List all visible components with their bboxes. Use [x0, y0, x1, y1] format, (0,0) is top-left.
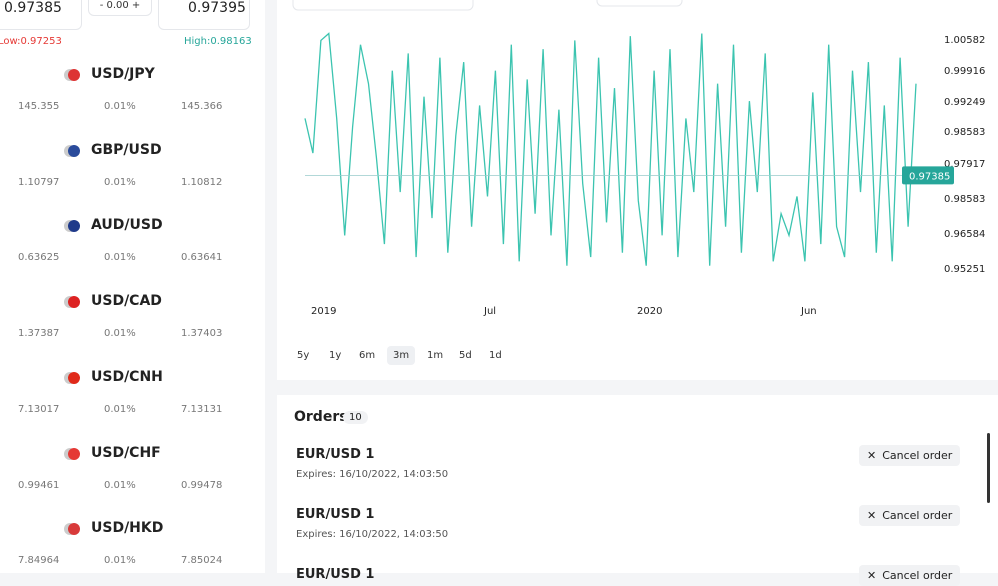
pair-spread: 0.01% [104, 403, 136, 415]
scrollbar [987, 433, 990, 503]
order-expiry: Expires: 16/10/2022, 14:03:50 [296, 529, 449, 540]
range-button[interactable]: 3m [387, 346, 416, 365]
pair-ask: 1.37403 [181, 328, 223, 340]
pair-row[interactable]: USD/JPY 145.355 0.01% 145.366 [0, 66, 265, 126]
pair-spread: 0.01% [104, 252, 136, 264]
cancel-order-button[interactable]: ✕ Cancel order [859, 505, 961, 526]
pair-name: USD/CNH [91, 368, 163, 385]
order-expiry: Expires: 16/10/2022, 14:03:50 [296, 469, 449, 480]
x-tick-label: 2020 [637, 306, 662, 317]
pair-ask: 0.63641 [181, 252, 223, 264]
pair-bid: 7.84964 [18, 555, 60, 567]
chart-panel: 1.00582 0.99916 0.99249 0.98583 0.97917 0.985… [277, 0, 998, 380]
range-button[interactable]: 1d [489, 350, 502, 361]
watchlist: 0.97385 - 0.00 + 0.97395 Low:0.97253 High:0.… [0, 0, 265, 573]
pair-bid: 0.63625 [18, 252, 60, 264]
pair-ask: 7.85024 [181, 555, 223, 567]
range-button[interactable]: 1y [329, 350, 342, 361]
pair-name: AUD/USD [91, 217, 163, 234]
current-price-tag [902, 166, 954, 185]
pair-bid: 7.13017 [18, 403, 60, 415]
pair-row[interactable]: USD/CNH 7.13017 0.01% 7.13131 [0, 369, 265, 429]
pair-name: USD/CHF [91, 444, 161, 461]
y-tick-label: 1.00582 [944, 35, 985, 46]
pair-bid: 1.37387 [18, 328, 60, 340]
pair-spread: 0.01% [104, 479, 136, 491]
pair-bid: 145.355 [18, 101, 60, 112]
ask-box [158, 0, 250, 30]
pair-name: USD/CAD [91, 293, 162, 310]
x-tick-label: 2019 [311, 306, 336, 317]
pair-ask: 145.366 [181, 101, 223, 112]
current-price-label: 0.97385 [909, 171, 950, 182]
pair-row[interactable]: USD/HKD 7.84964 0.01% 7.85024 [0, 520, 265, 580]
price-chart: 1.00582 0.99916 0.99249 0.98583 0.97917 0.985… [292, 0, 985, 317]
pair-spread: 0.01% [104, 176, 136, 188]
toolbar-box[interactable] [292, 0, 474, 11]
pair-ask: 0.99478 [181, 479, 223, 491]
cancel-label: Cancel order [882, 449, 953, 462]
range-button[interactable]: 6m [359, 350, 376, 361]
high-price: High:0.98163 [184, 36, 252, 47]
pair-bid: 1.10797 [18, 176, 60, 188]
pair-flag [68, 296, 80, 309]
pair-row[interactable]: AUD/USD 0.63625 0.01% 0.63641 [0, 217, 265, 277]
orders-panel: Orders 10 EUR/USD 1 Expires: 16/10/2022, 14… [277, 395, 998, 586]
pair-name: USD/JPY [91, 66, 155, 82]
y-tick-label: 0.97917 [944, 159, 985, 170]
pair-spread: 0.01% [104, 555, 136, 567]
cancel-order-button[interactable]: ✕ Cancel order [859, 445, 961, 466]
pair-row[interactable]: GBP/USD 1.10797 0.01% 1.10812 [0, 142, 265, 202]
toolbar-box[interactable] [596, 0, 683, 7]
orders-count: 10 [343, 411, 368, 424]
y-tick-label: 0.98583 [944, 127, 985, 138]
pair-bid: 0.99461 [18, 479, 60, 491]
cancel-label: Cancel order [882, 569, 953, 582]
y-tick-label: 0.96584 [944, 229, 985, 240]
y-tick-label: 0.98583 [944, 194, 985, 205]
pair-spread: 0.01% [104, 101, 136, 112]
order-name: EUR/USD 1 [296, 447, 375, 462]
y-tick-label: 0.99916 [944, 66, 985, 77]
pair-name: GBP/USD [91, 141, 162, 158]
y-tick-label: 0.99249 [944, 97, 985, 108]
pair-row[interactable]: USD/CHF 0.99461 0.01% 0.99478 [0, 445, 265, 505]
x-tick-label: Jul [483, 306, 496, 317]
pair-ask: 7.13131 [181, 403, 223, 415]
pair-ask: 1.10812 [181, 176, 223, 188]
pair-spread: 0.01% [104, 328, 136, 340]
cancel-icon: ✕ [867, 449, 877, 462]
cancel-order-button[interactable]: ✕ Cancel order [859, 565, 961, 586]
price-line [304, 32, 917, 266]
x-tick-label: Jun [800, 306, 817, 317]
cancel-label: Cancel order [882, 509, 953, 522]
ask-price: 0.97395 [188, 0, 246, 16]
orders-title: Orders [294, 409, 348, 425]
low-price: Low:0.97253 [0, 36, 62, 47]
pair-flag [68, 69, 80, 81]
y-tick-label: 0.95251 [944, 264, 985, 275]
order-name: EUR/USD 1 [296, 567, 375, 582]
pair-flag [68, 523, 80, 536]
pair-row[interactable]: USD/CAD 1.37387 0.01% 1.37403 [0, 293, 265, 353]
pair-flag [68, 371, 80, 384]
spread-control[interactable]: - 0.00 + [88, 0, 152, 16]
pair-flag [68, 144, 80, 157]
pair-flag [68, 447, 80, 460]
range-button[interactable]: 1m [427, 350, 444, 361]
order-name: EUR/USD 1 [296, 507, 375, 522]
pair-flag [68, 220, 80, 233]
bid-price: 0.97385 [4, 0, 62, 16]
bid-box [0, 0, 82, 30]
cancel-icon: ✕ [867, 569, 877, 582]
range-button[interactable]: 5y [297, 350, 310, 361]
pair-name: USD/HKD [91, 520, 164, 537]
cancel-icon: ✕ [867, 509, 877, 522]
range-button[interactable]: 5d [459, 350, 472, 361]
